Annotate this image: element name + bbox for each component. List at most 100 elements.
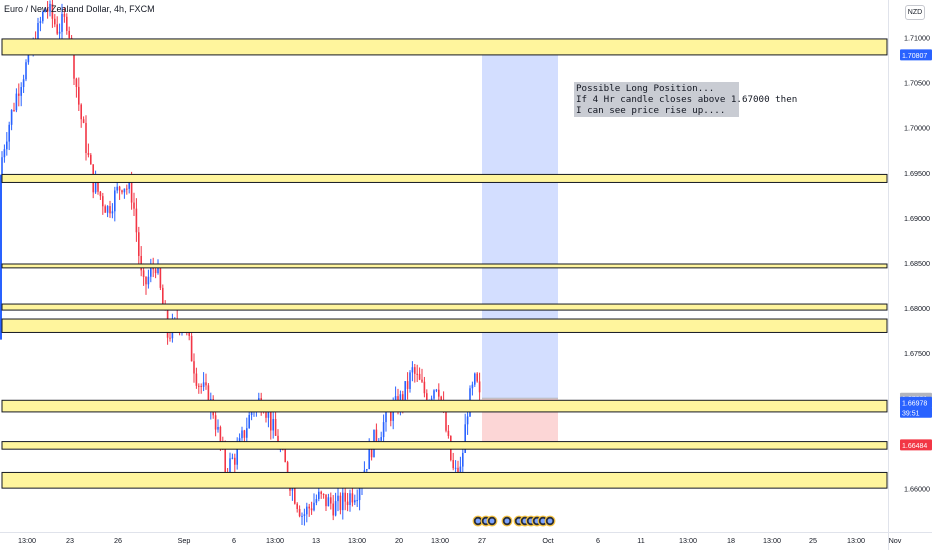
candle-body	[411, 367, 414, 373]
candle-body	[118, 186, 121, 191]
candle-body	[94, 179, 97, 193]
candle-body	[217, 427, 219, 430]
candle-body	[121, 190, 123, 193]
annotation-line: Possible Long Position...	[576, 83, 715, 94]
price-label-badge	[900, 439, 932, 451]
event-marker-dot	[475, 518, 481, 524]
candle-body	[6, 141, 8, 150]
candle-body	[66, 16, 68, 31]
candle-body	[126, 188, 128, 190]
candle-body	[46, 8, 49, 12]
candle-body	[284, 448, 286, 463]
candle-body	[366, 469, 368, 471]
price-label-badge	[900, 396, 932, 408]
candle-body	[97, 179, 99, 192]
candle-body	[224, 446, 226, 473]
y-tick-label: 1.69500	[904, 169, 930, 178]
candle-body	[44, 8, 46, 12]
candle-body	[87, 152, 90, 155]
candle-body	[382, 422, 385, 438]
candle-body	[325, 494, 327, 507]
x-tick-label: 6	[596, 536, 600, 545]
candle-body	[159, 266, 162, 288]
candle-body	[140, 255, 142, 271]
support-resistance-zone	[1, 471, 888, 489]
chart-title: Euro / New Zealand Dollar, 4h, FXCM	[4, 4, 155, 14]
candle-body	[1, 157, 3, 182]
candle-body	[133, 202, 135, 209]
candle-body	[294, 487, 296, 504]
candle-body	[474, 373, 476, 385]
candle-body	[128, 181, 130, 189]
candle-body	[145, 276, 147, 285]
candle-body	[375, 429, 378, 443]
candle-body	[193, 361, 195, 374]
candle-body	[301, 515, 303, 517]
event-marker-dot	[504, 518, 510, 524]
candle-body	[385, 409, 387, 423]
candle-body	[339, 495, 342, 511]
candle-body	[286, 462, 289, 480]
trade-annotation[interactable]: Possible Long Position... If 4 Hr candle…	[574, 82, 797, 117]
x-tick-label: 27	[478, 536, 486, 545]
candle-body	[8, 124, 10, 142]
candle-body	[291, 487, 294, 491]
candle-body	[298, 508, 301, 517]
x-tick-label: 26	[114, 536, 122, 545]
candle-body	[318, 491, 320, 500]
candle-body	[20, 87, 22, 96]
support-resistance-zone	[1, 173, 888, 183]
candle-body	[10, 109, 13, 125]
candle-body	[99, 191, 102, 197]
support-resistance-zone	[1, 303, 888, 311]
candle-body	[54, 18, 56, 25]
candle-body	[102, 196, 104, 207]
candle-body	[466, 416, 469, 425]
candle-body	[402, 394, 404, 404]
x-tick-label: 6	[232, 536, 236, 545]
candle-body	[229, 458, 231, 476]
candle-body	[27, 48, 30, 63]
candle-body	[414, 367, 416, 374]
y-tick-label: 1.70500	[904, 79, 930, 88]
x-tick-label: 13:00	[266, 536, 284, 545]
candle-body	[344, 492, 346, 502]
price-label-text: 1.70807	[902, 53, 927, 60]
candle-body	[154, 269, 157, 274]
x-tick-label: 13	[312, 536, 320, 545]
candle-body	[306, 506, 308, 515]
candle-body	[3, 149, 6, 158]
candle-body	[320, 491, 322, 495]
candle-body	[435, 389, 438, 391]
candle-body	[423, 381, 426, 394]
price-label-text: 1.66484	[902, 443, 927, 450]
candle-body	[440, 396, 442, 402]
x-tick-label: 13:00	[763, 536, 781, 545]
candle-body	[409, 372, 411, 389]
candle-body	[478, 381, 481, 393]
candle-body	[390, 411, 392, 421]
currency-badge[interactable]: NZD	[905, 5, 925, 20]
candle-body	[82, 119, 85, 123]
candle-body	[426, 393, 428, 405]
candle-body	[138, 232, 140, 256]
candle-body	[157, 266, 159, 274]
candle-body	[380, 437, 382, 441]
candle-body	[356, 500, 358, 502]
candle-body	[416, 373, 418, 375]
x-tick-label: 13:00	[847, 536, 865, 545]
x-tick-label: 11	[637, 536, 644, 545]
candle-body	[241, 430, 243, 439]
y-tick-label: 1.71000	[904, 34, 930, 43]
candle-body	[452, 460, 454, 469]
candle-body	[68, 30, 70, 38]
candle-body	[250, 411, 253, 415]
y-tick-label: 1.67500	[904, 349, 930, 358]
target-zone	[482, 54, 558, 399]
support-resistance-zone	[1, 263, 888, 269]
candle-body	[80, 104, 82, 120]
candle-body	[354, 500, 356, 503]
candle-body	[63, 13, 66, 17]
candle-body	[274, 419, 277, 436]
